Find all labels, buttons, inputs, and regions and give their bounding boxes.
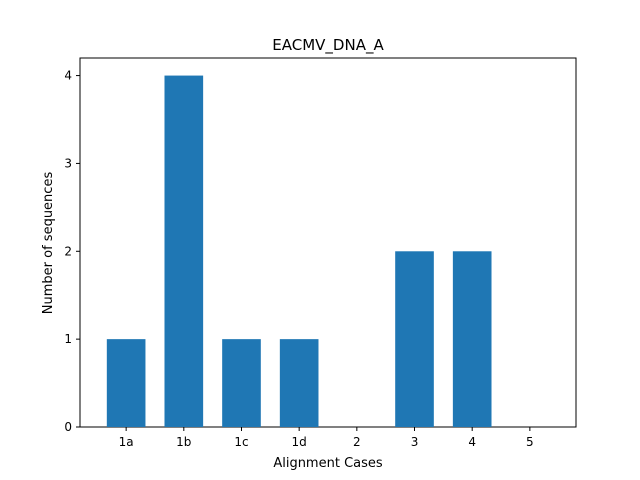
bar-1a [106,339,146,427]
plot-frame [79,57,577,428]
x-tick-label-2: 2 [353,435,361,449]
x-tick-label-4: 4 [468,435,476,449]
y-axis-ticks: 0 1 2 3 4 [64,69,80,434]
y-axis-label: Number of sequences [41,172,56,315]
bar-3 [395,251,434,427]
bar-1b [164,75,204,428]
y-tick-label-1: 1 [64,332,72,346]
x-tick-label-1d: 1d [292,435,307,449]
y-tick-label-0: 0 [64,420,72,434]
y-tick-label-3: 3 [64,156,72,170]
plot-area [79,57,577,428]
chart-title: EACMV_DNA_A [272,36,384,55]
x-tick-label-3: 3 [411,435,419,449]
bar-4 [452,251,492,427]
x-tick-label-5: 5 [526,435,534,449]
x-axis-label: Alignment Cases [273,456,383,471]
x-tick-label-1c: 1c [234,435,248,449]
x-tick-label-1b: 1b [176,435,191,449]
bar-1c [222,339,261,427]
x-tick-label-1a: 1a [119,435,134,449]
x-axis-ticks: 1a 1b 1c 1d 2 3 4 5 [119,427,534,449]
y-tick-label-4: 4 [64,69,72,83]
bars-group [106,75,492,428]
bar-1d [279,339,319,427]
y-tick-label-2: 2 [64,244,72,258]
